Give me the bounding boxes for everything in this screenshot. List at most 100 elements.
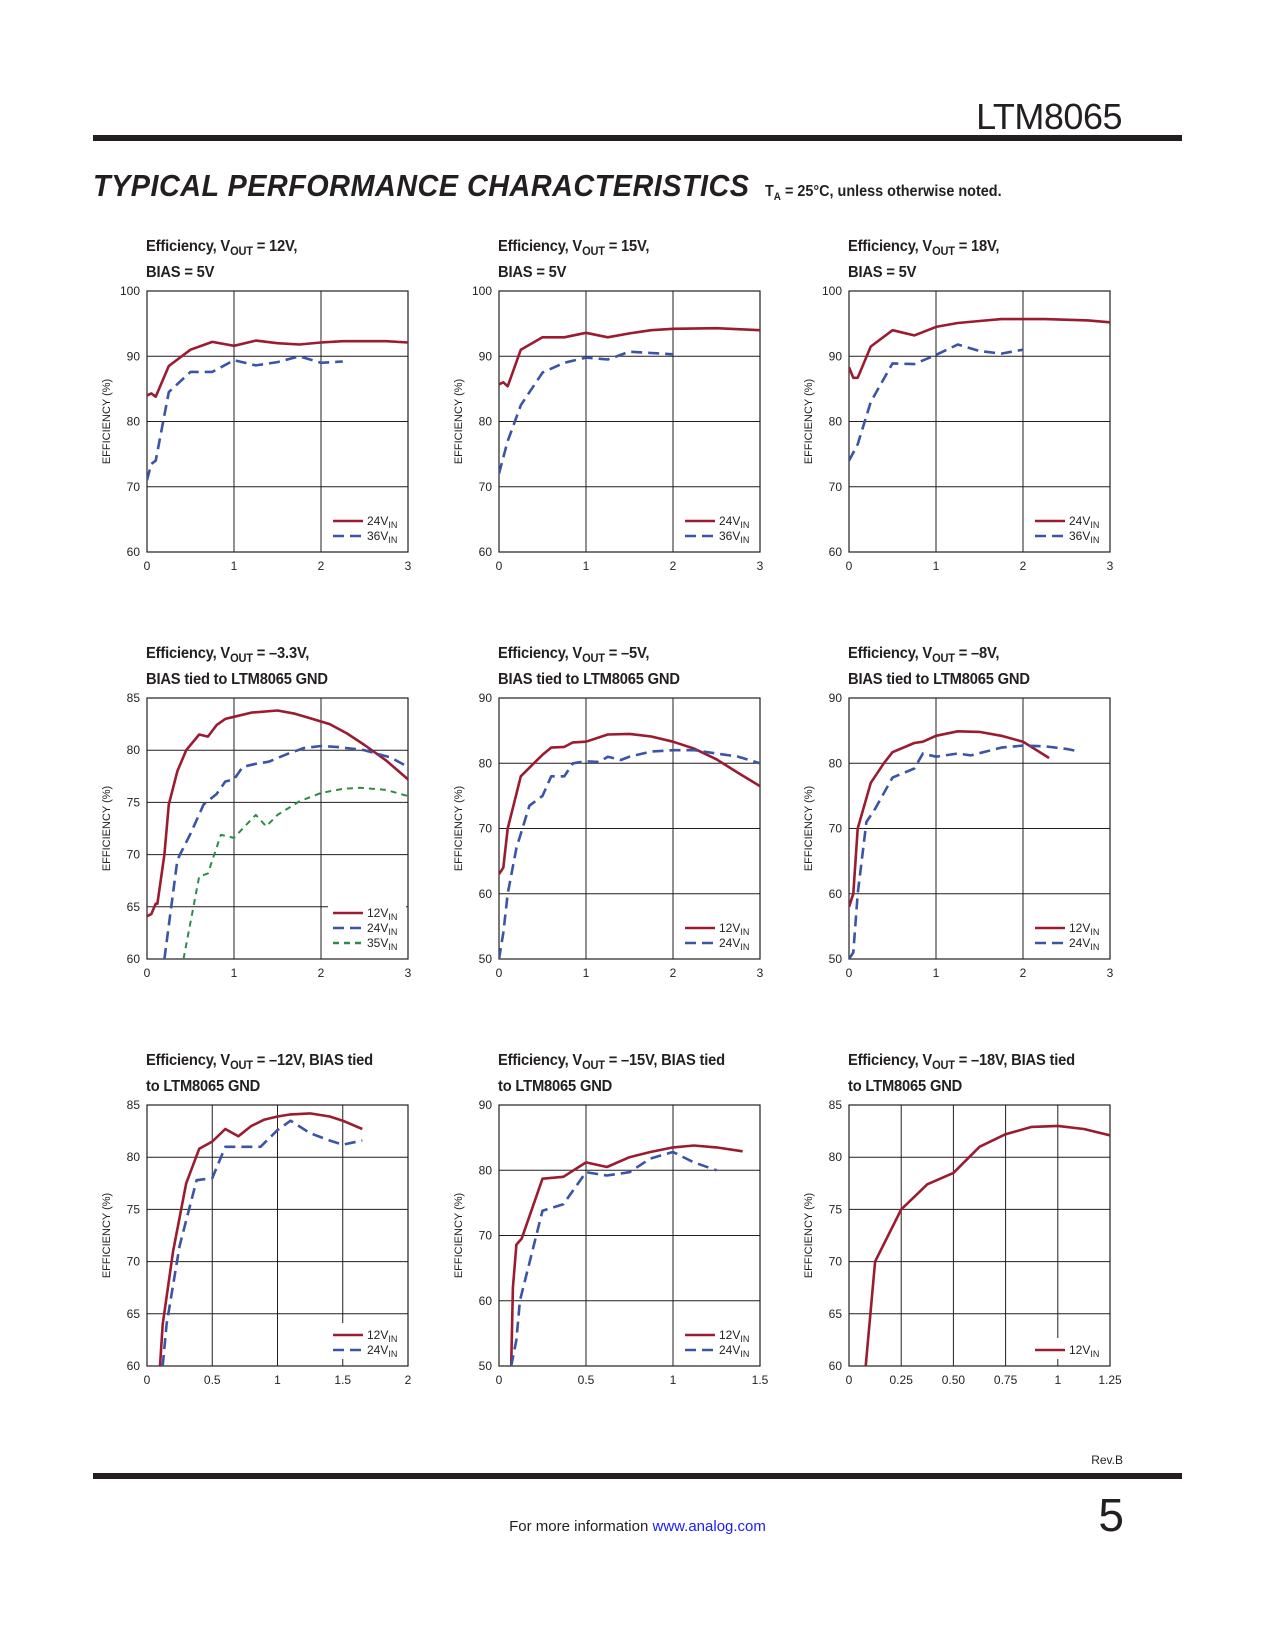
- y-axis-label: EFFICIENCY (%): [453, 379, 465, 464]
- x-tick-label: 0: [144, 559, 151, 573]
- y-tick-label: 100: [472, 284, 492, 298]
- legend-label: 12VIN: [1069, 921, 1099, 937]
- title-text-post: = –8V,: [954, 645, 1000, 662]
- series-line-36v: [499, 350, 674, 475]
- legend-sub: IN: [1090, 1349, 1099, 1359]
- legend-label: 12VIN: [367, 1328, 397, 1344]
- efficiency-chart: Efficiency, VOUT = –15V, BIAS tied to LTM…: [439, 1045, 779, 1390]
- x-tick-label: 0: [496, 1373, 503, 1387]
- footer-rule: [93, 1473, 1182, 1479]
- legend-bg: [328, 901, 406, 952]
- legend-name: 24V: [1069, 514, 1090, 528]
- legend-name: 12V: [367, 1328, 388, 1342]
- y-tick-label: 70: [479, 822, 493, 836]
- chart-title: Efficiency, VOUT = 18V, BIAS = 5V: [848, 236, 999, 284]
- x-tick-label: 2: [1020, 559, 1027, 573]
- legend-sub: IN: [740, 927, 749, 937]
- chart-title: Efficiency, VOUT = 12V, BIAS = 5V: [146, 236, 297, 284]
- x-tick-label: 3: [757, 559, 764, 573]
- x-tick-label: 2: [1020, 966, 1027, 980]
- y-tick-label: 80: [127, 743, 141, 757]
- chart-svg: 5060708090012312VIN24VINLOAD CURRENT (A)…: [453, 691, 764, 980]
- y-tick-label: 70: [829, 822, 843, 836]
- chart-svg: 60708090100012324VIN36VINLOAD CURRENT (A…: [453, 284, 764, 573]
- title-line2: to LTM8065 GND: [498, 1078, 613, 1096]
- y-tick-label: 70: [479, 480, 493, 494]
- x-tick-label: 1.25: [1098, 1373, 1122, 1387]
- x-tick-label: 0: [846, 559, 853, 573]
- legend-sub: IN: [740, 1349, 749, 1359]
- y-tick-label: 60: [479, 545, 493, 559]
- series-line-12v: [509, 1144, 743, 1366]
- x-tick-label: 3: [405, 966, 412, 980]
- efficiency-chart: Efficiency, VOUT = –12V, BIAS tied to LTM…: [87, 1045, 427, 1390]
- y-tick-label: 60: [479, 1294, 493, 1308]
- title-text-post: = –18V, BIAS tied: [954, 1052, 1075, 1069]
- title-text-post: = –3.3V,: [252, 645, 310, 662]
- y-tick-label: 50: [479, 1359, 493, 1373]
- legend-sub: IN: [1090, 535, 1099, 545]
- y-axis-label: EFFICIENCY (%): [101, 1193, 113, 1278]
- series-line-12v: [849, 730, 1050, 908]
- plot-frame: [146, 697, 409, 960]
- series-line-24v: [499, 748, 760, 959]
- legend-sub: IN: [740, 520, 749, 530]
- x-tick-label: 1: [583, 966, 590, 980]
- series-line-12v: [158, 1112, 363, 1366]
- efficiency-chart: Efficiency, VOUT = –3.3V, BIAS tied to LT…: [87, 638, 427, 983]
- x-tick-label: 0.25: [890, 1373, 914, 1387]
- y-axis-label: EFFICIENCY (%): [101, 786, 113, 871]
- y-tick-label: 70: [829, 1255, 843, 1269]
- series-line-24v: [509, 1150, 717, 1366]
- y-tick-label: 90: [127, 349, 141, 363]
- chart-svg: 60708090100012324VIN36VINLOAD CURRENT (A…: [803, 284, 1114, 573]
- chart-title: Efficiency, VOUT = –3.3V, BIAS tied to LT…: [146, 643, 328, 691]
- title-text: Efficiency, V: [146, 238, 231, 255]
- legend-sub: IN: [740, 942, 749, 952]
- x-tick-label: 0.75: [994, 1373, 1018, 1387]
- y-tick-label: 100: [120, 284, 140, 298]
- title-text-post: = –5V,: [604, 645, 650, 662]
- legend-sub: IN: [388, 520, 397, 530]
- x-tick-label: 1: [274, 1373, 281, 1387]
- legend-sub: IN: [740, 1334, 749, 1344]
- plot-area: 60 65 70 75 80 85 0 0.25 0.50 0.75 1 1.25 12VIN: [829, 1098, 1122, 1387]
- x-tick-label: 1: [231, 559, 238, 573]
- y-tick-label: 70: [127, 480, 141, 494]
- x-tick-label: 1: [231, 966, 238, 980]
- title-text: Efficiency, V: [848, 238, 933, 255]
- revision: Rev.B: [1091, 1453, 1123, 1467]
- legend-bg: [328, 1323, 406, 1359]
- legend-name: 24V: [719, 514, 740, 528]
- title-line2: BIAS tied to LTM8065 GND: [146, 671, 328, 689]
- title-line2: to LTM8065 GND: [146, 1078, 261, 1096]
- chart-title: Efficiency, VOUT = –8V, BIAS tied to LTM8…: [848, 643, 1030, 691]
- legend-sub: IN: [388, 927, 397, 937]
- title-text: Efficiency, V: [848, 1052, 933, 1069]
- series-line-36v: [147, 355, 343, 481]
- y-tick-label: 80: [127, 1150, 141, 1164]
- efficiency-chart: Efficiency, VOUT = –18V, BIAS tied to LTM…: [789, 1045, 1129, 1390]
- title-sub: OUT: [932, 651, 955, 666]
- legend-label: 12VIN: [367, 906, 397, 922]
- y-tick-label: 50: [479, 952, 493, 966]
- x-tick-label: 3: [1107, 966, 1114, 980]
- y-tick-label: 90: [479, 691, 493, 705]
- y-tick-label: 100: [822, 284, 842, 298]
- plot-frame: [146, 290, 409, 553]
- title-sub: OUT: [230, 651, 253, 666]
- series-line-24v: [163, 744, 408, 959]
- title-sub: OUT: [582, 244, 605, 259]
- y-axis-label: EFFICIENCY (%): [453, 786, 465, 871]
- header-rule: [93, 135, 1182, 141]
- legend-name: 24V: [367, 514, 388, 528]
- title-text: Efficiency, V: [146, 1052, 231, 1069]
- x-tick-label: 3: [1107, 559, 1114, 573]
- plot-frame: [848, 697, 1111, 960]
- legend-bg: [680, 1323, 758, 1359]
- legend-name: 24V: [719, 936, 740, 950]
- x-tick-label: 1: [933, 559, 940, 573]
- analog-link[interactable]: www.analog.com: [652, 1518, 766, 1535]
